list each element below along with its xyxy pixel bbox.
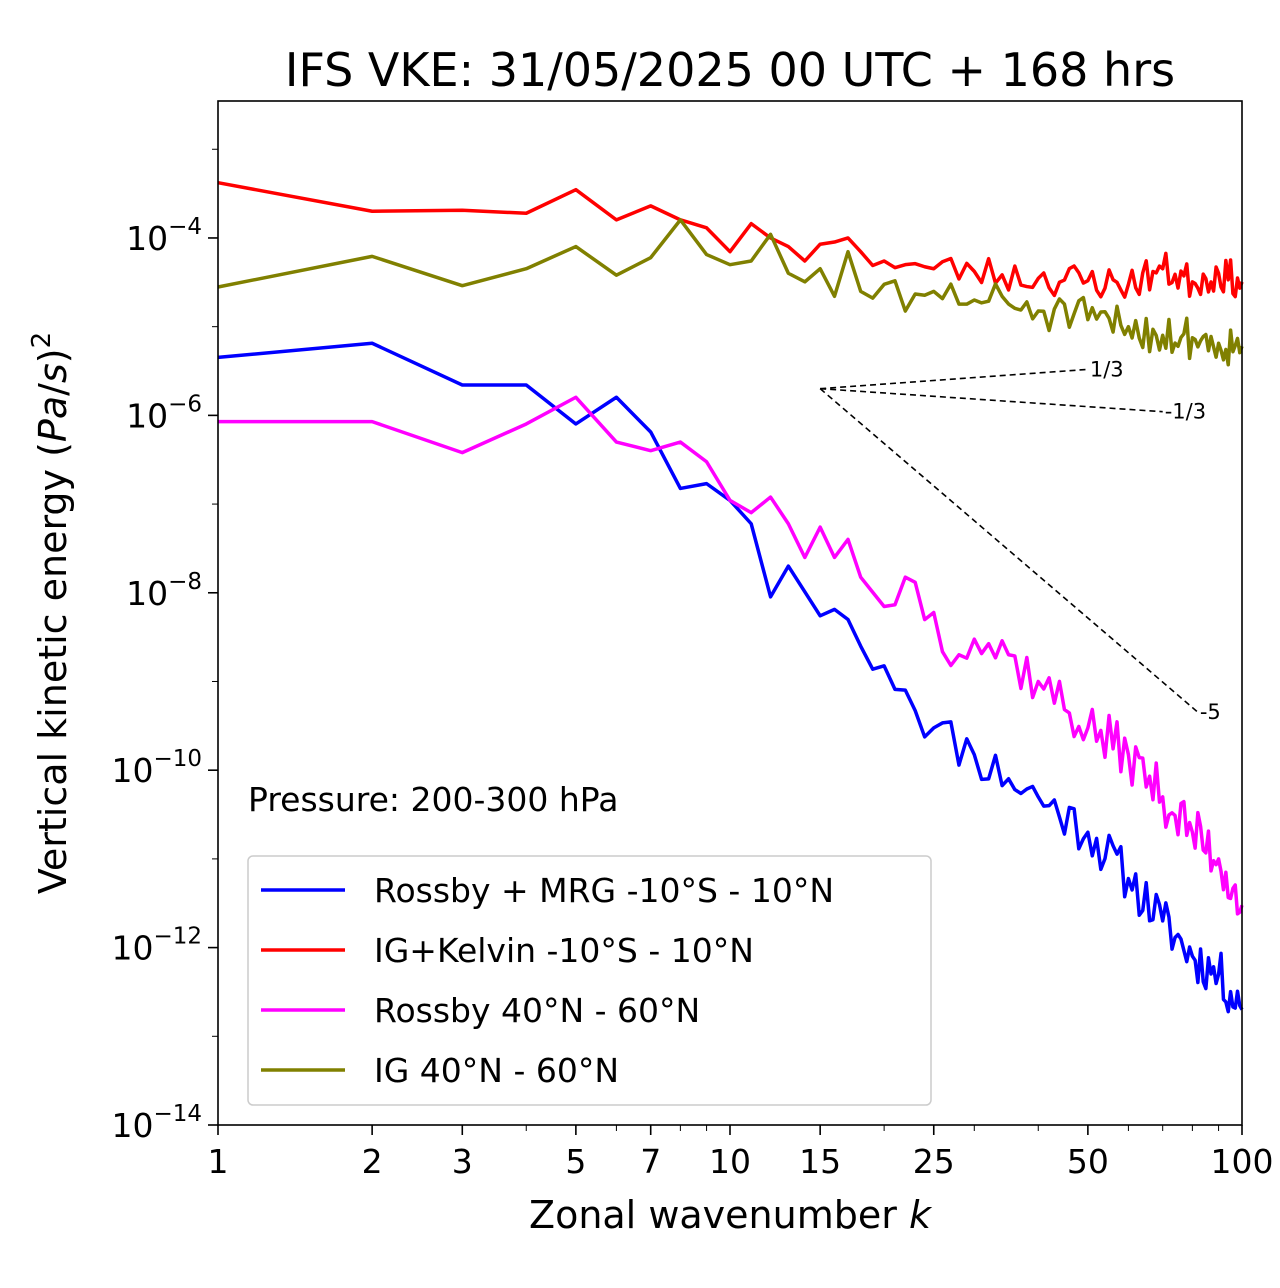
reference-slope-line bbox=[820, 368, 1088, 390]
x-tick-label: 100 bbox=[1211, 1142, 1274, 1181]
y-tick-label: 10−4 bbox=[126, 214, 202, 258]
y-axis-ticks: 10−14 10−12 10−10 10−8 10−6 10−4 bbox=[111, 148, 218, 1145]
reference-slope-line bbox=[819, 388, 1199, 713]
series-line-4 bbox=[217, 218, 1244, 367]
legend-box bbox=[247, 855, 932, 1106]
series-line-1 bbox=[217, 341, 1244, 1014]
y-tick-label: 10−8 bbox=[126, 569, 202, 613]
legend-label: Rossby + MRG -10°S - 10°N bbox=[374, 871, 834, 910]
y-tick-label: 10−10 bbox=[111, 746, 202, 790]
legend-label: Rossby 40°N - 60°N bbox=[374, 991, 700, 1030]
y-tick-label: 10−14 bbox=[111, 1101, 202, 1145]
reference-slope-label: -1/3 bbox=[1165, 400, 1206, 424]
x-axis-ticks: 1 2 3 5 7 10 15 25 50 100 bbox=[208, 1125, 1274, 1181]
x-tick-label: 50 bbox=[1067, 1142, 1109, 1181]
y-axis-label: Vertical kinetic energy (Pa/s)2 bbox=[27, 332, 75, 894]
legend-label: IG 40°N - 60°N bbox=[374, 1051, 619, 1090]
pressure-annotation: Pressure: 200-300 hPa bbox=[248, 780, 618, 819]
chart-title: IFS VKE: 31/05/2025 00 UTC + 168 hrs bbox=[285, 43, 1175, 97]
y-tick-label: 10−12 bbox=[111, 924, 202, 968]
reference-slope-label: -5 bbox=[1200, 700, 1221, 724]
reference-slopes: 1/3 -1/3 -5 bbox=[819, 357, 1221, 724]
x-tick-label: 7 bbox=[640, 1142, 661, 1181]
x-tick-label: 1 bbox=[208, 1142, 229, 1181]
x-tick-label: 5 bbox=[565, 1142, 586, 1181]
series-layer bbox=[217, 180, 1244, 1014]
legend-label: IG+Kelvin -10°S - 10°N bbox=[374, 931, 754, 970]
x-tick-label: 3 bbox=[452, 1142, 473, 1181]
y-tick-label: 10−6 bbox=[126, 391, 202, 435]
x-tick-label: 25 bbox=[913, 1142, 955, 1181]
x-tick-label: 10 bbox=[709, 1142, 751, 1181]
reference-slope-line bbox=[820, 387, 1163, 413]
series-line-2 bbox=[217, 180, 1244, 299]
series-line-3 bbox=[218, 395, 1244, 916]
x-tick-label: 2 bbox=[362, 1142, 383, 1181]
x-axis-label: Zonal wavenumber k bbox=[529, 1193, 933, 1237]
x-tick-label: 15 bbox=[799, 1142, 841, 1181]
reference-slope-label: 1/3 bbox=[1090, 357, 1124, 381]
legend: Rossby + MRG -10°S - 10°N IG+Kelvin -10°S… bbox=[247, 855, 932, 1106]
